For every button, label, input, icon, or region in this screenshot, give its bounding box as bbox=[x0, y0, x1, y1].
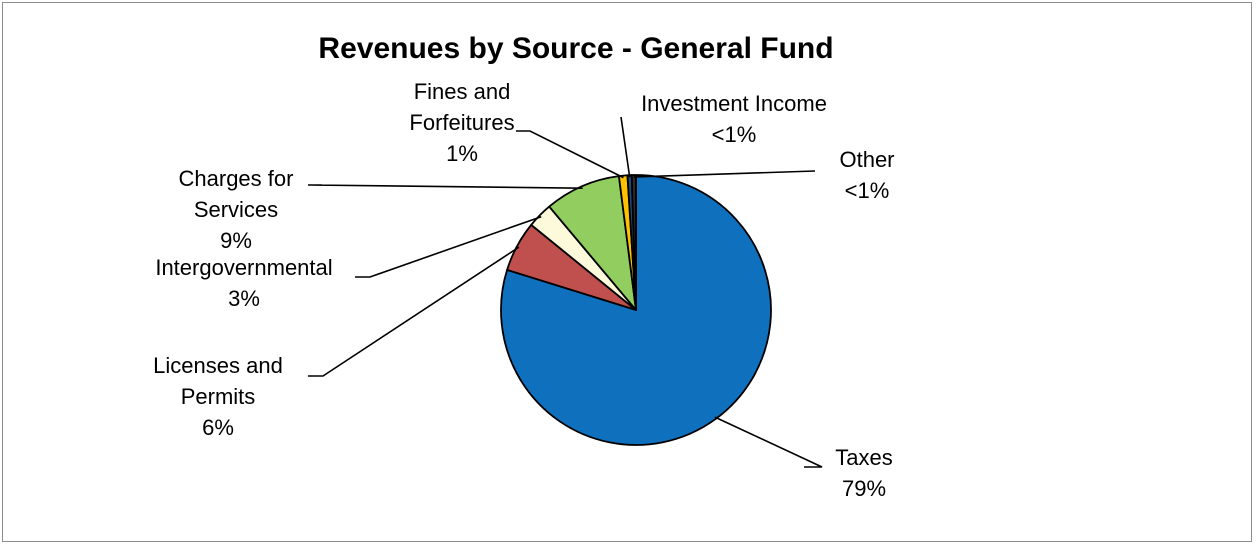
data-label-licenses-and-permits: Licenses and Permits 6% bbox=[153, 353, 283, 440]
leader-line-investment-income bbox=[620, 116, 631, 178]
chart-title: Revenues by Source - General Fund bbox=[318, 32, 834, 65]
leader-line-charges-for-services bbox=[307, 184, 583, 189]
pie-slice-other bbox=[630, 174, 637, 311]
leader-line-fines-and-forfeitures bbox=[516, 130, 624, 179]
data-label-intergovernmental: Intergovernmental 3% bbox=[155, 255, 332, 311]
data-label-investment-income: Investment Income <1% bbox=[641, 91, 827, 147]
data-label-taxes: Taxes 79% bbox=[835, 445, 892, 501]
data-label-fines-and-forfeitures: Fines and Forfeitures 1% bbox=[409, 79, 514, 166]
leader-line-other bbox=[633, 170, 816, 178]
leader-line-licenses-and-permits bbox=[308, 246, 520, 377]
data-label-charges-for-services: Charges for Services 9% bbox=[179, 166, 294, 253]
data-label-other: Other <1% bbox=[839, 147, 894, 203]
leader-line-intergovernmental bbox=[355, 215, 542, 278]
leader-line-taxes bbox=[714, 416, 823, 468]
